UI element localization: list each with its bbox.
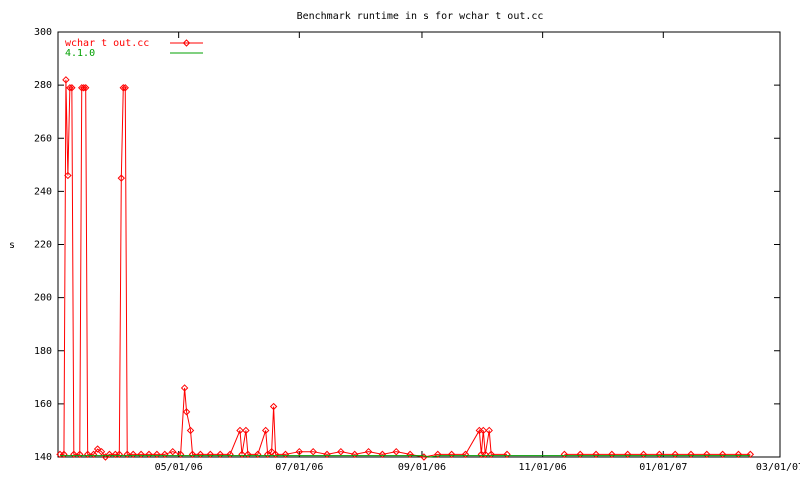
data-point [254,450,262,459]
legend-label: 4.1.0 [65,48,95,59]
data-point [89,450,98,459]
data-point [734,450,743,459]
data-point [115,450,124,459]
data-point [351,450,359,459]
data-point [479,426,487,435]
y-tick-label: 200 [34,293,52,304]
data-point [560,450,569,459]
data-point [81,84,90,92]
data-point [117,174,126,182]
data-point [186,426,195,435]
data-point [93,445,102,453]
data-point [295,447,304,456]
data-point [64,171,72,180]
data-point [639,450,648,459]
series-line [59,455,751,458]
data-point [97,447,106,456]
y-tick-label: 300 [34,27,52,38]
data-point [216,450,224,459]
y-tick-label: 140 [34,452,52,463]
data-point [392,447,400,456]
data-point [746,450,755,459]
data-point [485,426,493,435]
data-point [447,450,456,459]
y-tick-label: 280 [34,80,52,91]
y-tick-label: 260 [34,133,52,144]
data-point [226,450,234,459]
data-point [608,450,616,459]
plot-frame [57,31,781,458]
data-point [487,450,495,459]
data-point [244,450,252,459]
y-tick-label: 240 [34,186,52,197]
y-tick-label: 220 [34,240,52,251]
data-point [623,450,632,459]
data-point [337,447,345,456]
data-point [718,450,727,459]
data-point [169,447,177,456]
data-point [378,450,387,459]
data-point [655,450,664,459]
data-point [271,450,280,459]
data-point [481,450,489,459]
data-point [180,384,189,392]
data-point [576,450,584,459]
data-point [267,447,276,456]
data-point [281,450,290,459]
data-point [323,450,331,459]
data-point [703,450,711,459]
x-tick-label: 07/01/06 [275,462,323,473]
data-point [119,84,127,92]
data-point [68,84,76,92]
data-point [406,450,414,459]
data-point [261,426,270,435]
data-point [238,450,246,459]
x-tick-label: 01/01/07 [639,462,687,473]
data-point [592,450,600,459]
data-point [161,450,169,459]
data-point [236,426,244,435]
data-point [105,450,114,459]
data-point [242,426,250,435]
data-point [76,450,84,459]
x-tick-label: 03/01/07 [756,462,800,473]
data-point [206,450,215,459]
y-axis-label: s [9,240,15,251]
legend-marker [182,39,191,47]
data-point [83,450,92,459]
data-point [80,84,88,92]
x-tick-label: 05/01/06 [155,462,203,473]
legend-label: wchar t out.cc [65,38,149,49]
data-point [62,76,70,84]
data-point [182,408,191,416]
data-point [176,450,185,459]
y-tick-label: 160 [34,399,52,410]
data-point [60,450,68,459]
data-point [188,450,197,459]
data-point [121,84,129,92]
data-point [66,84,74,92]
data-point [123,450,131,459]
x-tick-label: 09/01/06 [398,462,446,473]
x-tick-label: 11/01/06 [519,462,567,473]
data-point [269,402,278,411]
data-point [137,450,145,459]
series-line [59,79,751,458]
data-point [70,450,78,459]
data-point [364,447,373,456]
data-point [434,450,442,459]
y-tick-label: 180 [34,346,52,357]
data-point [153,450,161,459]
data-point [503,450,511,459]
data-point [687,450,695,459]
data-point [196,450,205,459]
data-point [129,450,137,459]
data-point [461,450,470,459]
chart-title: Benchmark runtime in s for wchar t out.c… [297,11,544,22]
data-point [671,450,679,459]
data-point [309,447,317,456]
data-point [145,450,153,459]
